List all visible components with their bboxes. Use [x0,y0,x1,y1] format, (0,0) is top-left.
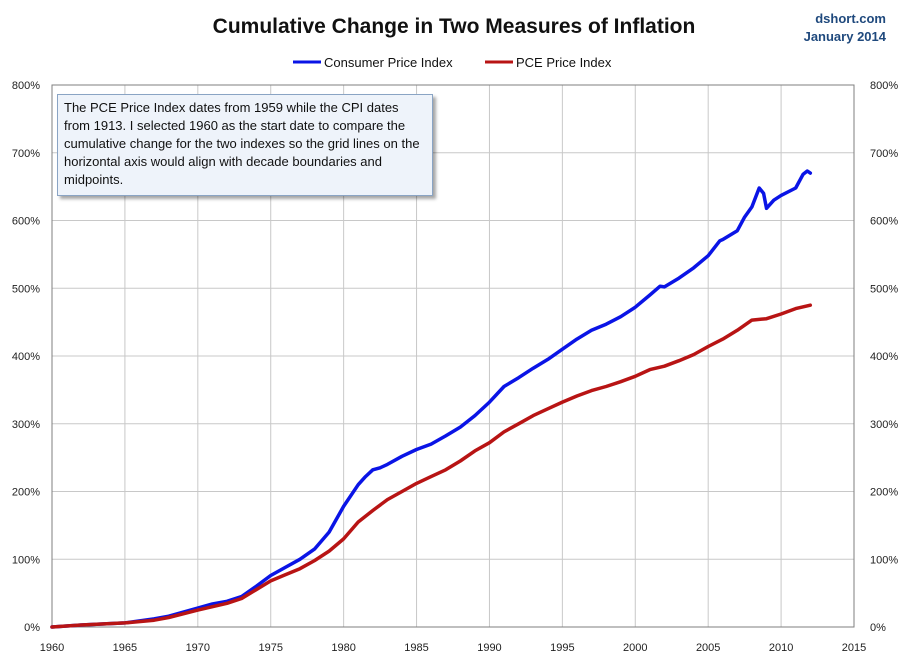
y-tick-label-left: 200% [12,487,40,499]
date-label: January 2014 [804,29,887,44]
x-tick-label: 1960 [40,642,64,654]
y-tick-label-left: 0% [24,622,40,634]
y-tick-label-right: 100% [870,554,898,566]
annotation-box: The PCE Price Index dates from 1959 whil… [57,94,433,196]
y-tick-label-left: 700% [12,148,40,160]
x-tick-label: 2005 [696,642,720,654]
y-tick-label-right: 600% [870,216,898,228]
legend: Consumer Price Index PCE Price Index [293,55,612,70]
x-tick-label: 1970 [186,642,210,654]
x-tick-label: 1975 [258,642,282,654]
x-tick-label: 1985 [404,642,428,654]
y-tick-label-left: 800% [12,80,40,92]
x-tick-label: 2015 [842,642,866,654]
y-tick-label-right: 800% [870,80,898,92]
y-tick-label-left: 400% [12,351,40,363]
y-tick-label-left: 600% [12,216,40,228]
y-tick-label-right: 500% [870,283,898,295]
y-tick-label-right: 0% [870,622,886,634]
y-tick-label-right: 300% [870,419,898,431]
y-tick-label-right: 400% [870,351,898,363]
y-tick-label-right: 700% [870,148,898,160]
x-tick-label: 1980 [331,642,355,654]
legend-label-cpi: Consumer Price Index [324,55,453,70]
x-tick-label: 1965 [113,642,137,654]
x-tick-label: 1995 [550,642,574,654]
x-tick-label: 1990 [477,642,501,654]
legend-label-pce: PCE Price Index [516,55,612,70]
y-tick-label-right: 200% [870,487,898,499]
source-label: dshort.com [815,11,886,26]
x-tick-label: 2000 [623,642,647,654]
chart-title: Cumulative Change in Two Measures of Inf… [213,15,696,38]
y-tick-label-left: 100% [12,554,40,566]
x-tick-label: 2010 [769,642,793,654]
y-tick-label-left: 500% [12,283,40,295]
chart-root: Cumulative Change in Two Measures of Inf… [0,0,908,662]
y-tick-label-left: 300% [12,419,40,431]
